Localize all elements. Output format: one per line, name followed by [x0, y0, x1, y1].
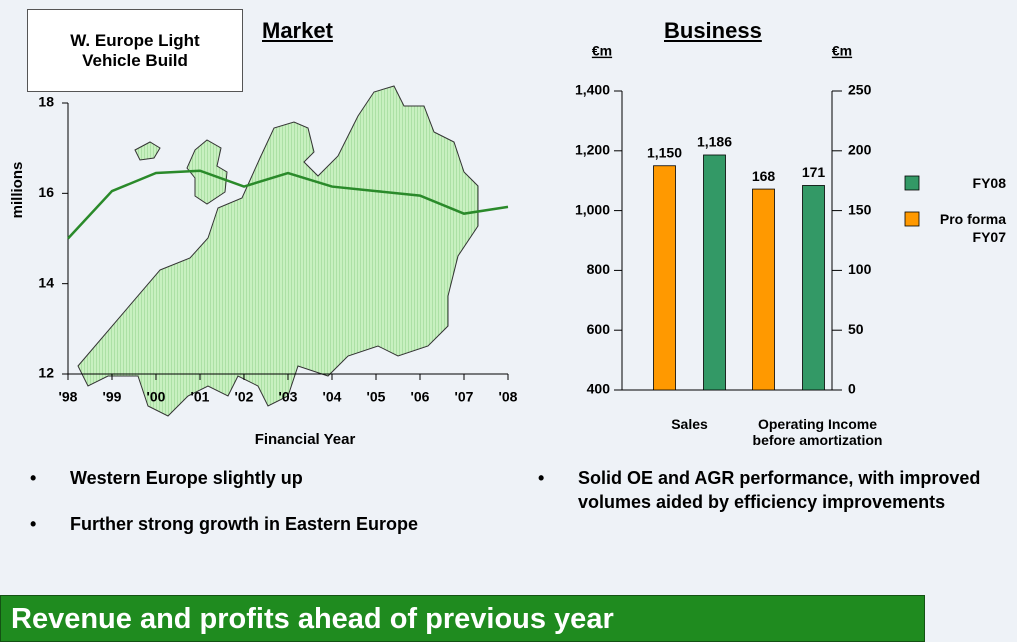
y-tick-label: 16 — [38, 184, 54, 200]
x-tick-label: '02 — [235, 389, 254, 405]
bar — [653, 165, 676, 391]
y2-unit: €m — [832, 43, 852, 59]
banner: Revenue and profits ahead of previous ye… — [0, 595, 925, 642]
chart-subtitle: W. Europe Light Vehicle Build — [27, 9, 243, 92]
chart-title: Market — [262, 18, 333, 43]
x-tick-label: '07 — [455, 389, 474, 405]
y-tick-label: 1,000 — [575, 201, 610, 217]
value-label: 1,150 — [647, 144, 682, 160]
y-tick-label: 1,400 — [575, 82, 610, 98]
legend-swatch — [904, 175, 920, 191]
x-tick-label: '08 — [499, 389, 518, 405]
y2-tick-label: 100 — [848, 261, 872, 277]
bullet: Further strong growth in Eastern Europe — [22, 512, 482, 536]
bullet: Western Europe slightly up — [22, 466, 482, 490]
x-tick-label: '98 — [59, 389, 78, 405]
y2-tick-label: 150 — [848, 201, 872, 217]
x-tick-label: Operating Income before amortization — [752, 416, 883, 448]
x-axis-label: Financial Year — [255, 431, 356, 448]
x-tick-label: '03 — [279, 389, 298, 405]
bullets-left: Western Europe slightly up Further strong… — [22, 466, 482, 558]
value-label: 168 — [752, 168, 776, 184]
y-tick-label: 800 — [587, 261, 611, 277]
x-tick-label: '04 — [323, 389, 342, 405]
x-tick-label: '05 — [367, 389, 386, 405]
bar — [703, 154, 726, 391]
y-tick-label: 12 — [38, 365, 54, 381]
y2-tick-label: 200 — [848, 142, 872, 158]
y-tick-label: 1,200 — [575, 142, 610, 158]
x-tick-label: Sales — [671, 416, 708, 432]
value-label: 171 — [802, 164, 826, 180]
line-series — [67, 169, 509, 240]
x-tick-label: '00 — [147, 389, 166, 405]
y-tick-label: 600 — [587, 321, 611, 337]
legend-label: FY08 — [972, 175, 1006, 191]
x-tick-label: '01 — [191, 389, 210, 405]
y-tick-label: 400 — [587, 381, 611, 397]
y2-tick-label: 50 — [848, 321, 864, 337]
legend-swatch — [904, 211, 920, 227]
bullet: Solid OE and AGR performance, with impro… — [530, 466, 1010, 514]
value-label: 1,186 — [697, 134, 732, 150]
legend-label: Pro forma FY07 — [939, 211, 1006, 245]
bar — [802, 185, 825, 391]
x-tick-label: '99 — [103, 389, 122, 405]
chart-title: Business — [664, 18, 762, 43]
bullets-right: Solid OE and AGR performance, with impro… — [530, 466, 1010, 536]
y-unit: €m — [592, 43, 612, 59]
y-axis-label: millions — [9, 162, 26, 219]
x-tick-label: '06 — [411, 389, 430, 405]
europe-map — [77, 85, 479, 417]
y-tick-label: 18 — [38, 94, 54, 110]
y2-tick-label: 250 — [848, 82, 872, 98]
bar — [752, 188, 775, 391]
y2-tick-label: 0 — [848, 381, 856, 397]
y-tick-label: 14 — [38, 274, 54, 290]
